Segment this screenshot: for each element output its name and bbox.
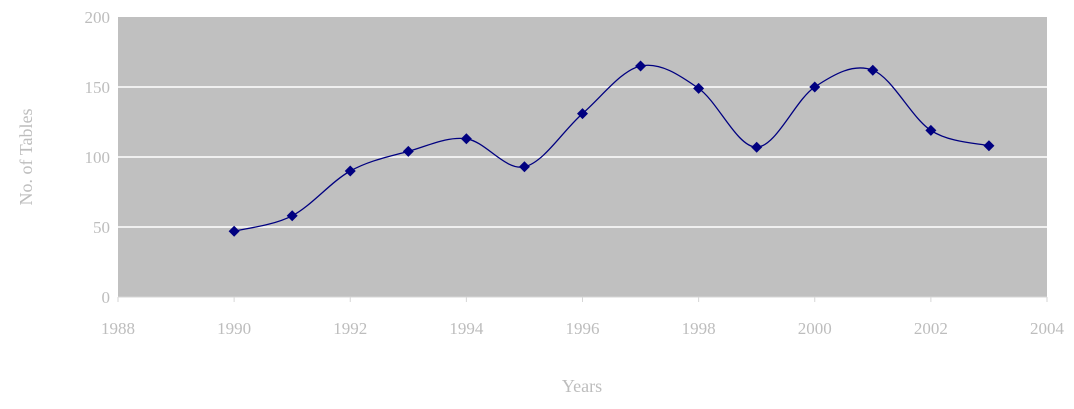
- data-point-1999: [751, 141, 763, 153]
- data-point-2001: [867, 64, 879, 76]
- data-point-1990: [228, 225, 240, 237]
- y-tick-label: 50: [93, 218, 110, 237]
- x-axis-title: Years: [562, 376, 602, 396]
- x-tick-label: 1998: [682, 319, 716, 338]
- x-tick-label: 1996: [566, 319, 600, 338]
- x-tick-label: 2002: [914, 319, 948, 338]
- data-point-1997: [635, 60, 647, 72]
- series-line: [233, 64, 990, 232]
- x-tick-label: 1994: [449, 319, 484, 338]
- data-point-2003: [983, 140, 995, 152]
- data-point-1992: [344, 165, 356, 177]
- y-tick-label: 0: [102, 288, 111, 307]
- x-tick-label: 1990: [217, 319, 251, 338]
- y-tick-label: 150: [85, 78, 111, 97]
- data-point-1995: [518, 161, 530, 173]
- data-point-2000: [809, 81, 821, 93]
- y-tick-label: 200: [85, 8, 111, 27]
- data-point-1993: [402, 145, 414, 157]
- y-tick-label: 100: [85, 148, 111, 167]
- x-tick-label: 1992: [333, 319, 367, 338]
- x-tick-label: 2000: [798, 319, 832, 338]
- data-point-1998: [693, 82, 705, 94]
- data-point-2002: [925, 124, 937, 136]
- x-tick-label: 2004: [1030, 319, 1065, 338]
- data-point-1994: [460, 133, 472, 145]
- y-axis-ticks: 0 50 100 150 200: [85, 8, 111, 307]
- data-point-1996: [577, 108, 588, 120]
- x-tick-label: 1988: [101, 319, 135, 338]
- y-axis-title: No. of Tables: [16, 109, 36, 206]
- data-point-markers: [228, 60, 995, 237]
- x-axis-ticks: 1988 1990 1992 1994 1996 1998 2000 2002 2004: [101, 297, 1065, 338]
- data-point-1991: [286, 210, 298, 222]
